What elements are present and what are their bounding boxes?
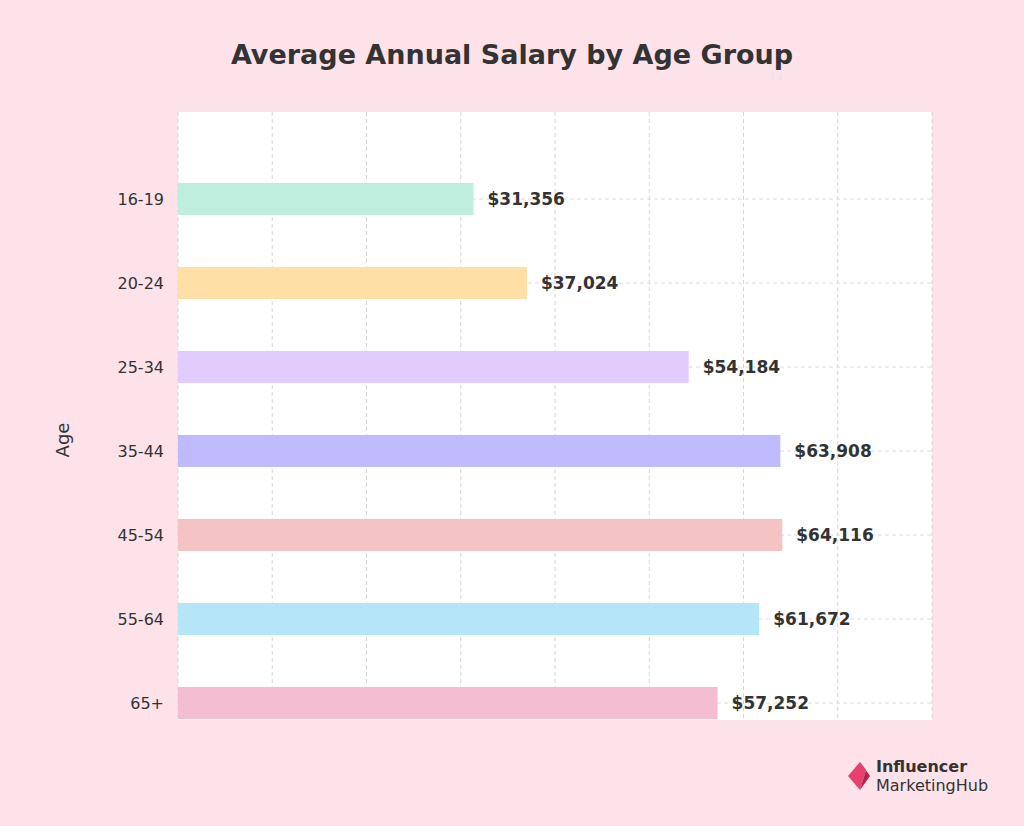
bar (178, 435, 780, 467)
title: Average Annual Salary by Age Group (231, 39, 793, 70)
tick-label: 20-24 (118, 274, 165, 293)
chart: $31,356 $37,024 $54,184 $63,908 $64,116 $61,6… (0, 0, 1024, 826)
data-label: $64,116 (796, 525, 873, 545)
tick-label: 45-54 (118, 526, 165, 545)
annotation: MarketingHub (876, 776, 988, 795)
bar (178, 519, 782, 551)
bar (178, 267, 527, 299)
annotation: Influencer (876, 757, 967, 776)
bar (178, 687, 718, 719)
tick-label: 16-19 (118, 190, 165, 209)
logo-icon (860, 762, 870, 790)
data-label: $37,024 (541, 273, 619, 293)
data-label: $57,252 (732, 693, 809, 713)
labels: $31,356 $37,024 $54,184 $63,908 $64,116 $61,6… (488, 189, 874, 713)
data-label: $63,908 (794, 441, 871, 461)
tick-label: 65+ (130, 694, 164, 713)
tick-label: 25-34 (118, 358, 165, 377)
bar (178, 351, 689, 383)
axis-label: Age (52, 423, 73, 458)
plot-area (178, 112, 932, 720)
data-label: $31,356 (488, 189, 565, 209)
data-label: $61,672 (773, 609, 850, 629)
logo-icon (848, 762, 866, 790)
tick-label: 35-44 (118, 442, 165, 461)
grid-line (932, 112, 933, 720)
bar (178, 183, 474, 215)
bar (178, 603, 759, 635)
bars (178, 183, 782, 719)
data-label: $54,184 (703, 357, 781, 377)
tick-label: 55-64 (118, 610, 165, 629)
